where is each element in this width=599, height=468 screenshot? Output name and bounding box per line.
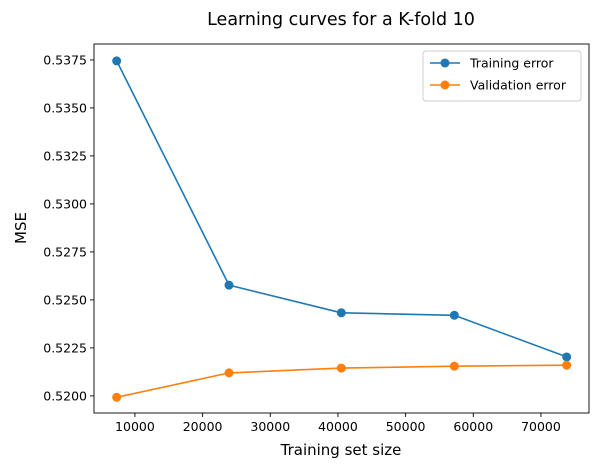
y-tick-label: 0.5350 xyxy=(43,100,87,115)
x-tick-label: 10000 xyxy=(115,419,155,434)
y-tick-label: 0.5300 xyxy=(43,196,87,211)
data-point-1 xyxy=(224,368,234,378)
data-point-0 xyxy=(449,310,459,320)
plot-area xyxy=(93,43,590,414)
y-tick-label: 0.5200 xyxy=(43,388,87,403)
plot-frame xyxy=(93,43,590,414)
series-layer xyxy=(112,56,572,402)
x-axis: 10000 20000 30000 40000 50000 60000 70000 xyxy=(115,413,561,434)
y-axis-label: MSE xyxy=(12,212,30,244)
data-point-0 xyxy=(336,308,346,318)
legend-frame xyxy=(422,50,582,102)
x-tick-label: 50000 xyxy=(386,419,426,434)
legend-marker-0 xyxy=(440,58,450,68)
x-axis-label: Training set size xyxy=(280,441,402,459)
legend-marker-1 xyxy=(440,80,450,90)
data-point-0 xyxy=(112,56,122,66)
data-point-1 xyxy=(562,360,572,370)
x-tick-label: 20000 xyxy=(183,419,223,434)
x-tick-label: 60000 xyxy=(453,419,493,434)
data-point-1 xyxy=(336,363,346,373)
y-axis: 0.5200 0.5225 0.5250 0.5275 0.5300 0.5325 0.53… xyxy=(43,52,94,403)
legend: Training error Validation error xyxy=(422,50,582,102)
data-point-0 xyxy=(562,352,572,362)
x-tick-label: 70000 xyxy=(521,419,561,434)
chart-title: Learning curves for a K-fold 10 xyxy=(207,10,475,30)
legend-label-0: Training error xyxy=(469,56,554,71)
data-point-1 xyxy=(449,361,459,371)
y-tick-label: 0.5275 xyxy=(43,244,87,259)
data-point-1 xyxy=(112,392,122,402)
y-tick-label: 0.5225 xyxy=(43,340,87,355)
legend-label-1: Validation error xyxy=(470,78,567,93)
data-point-0 xyxy=(224,280,234,290)
x-tick-label: 40000 xyxy=(318,419,358,434)
x-tick-label: 30000 xyxy=(250,419,290,434)
y-tick-label: 0.5375 xyxy=(43,52,87,67)
y-tick-label: 0.5325 xyxy=(43,148,87,163)
y-tick-label: 0.5250 xyxy=(43,292,87,307)
